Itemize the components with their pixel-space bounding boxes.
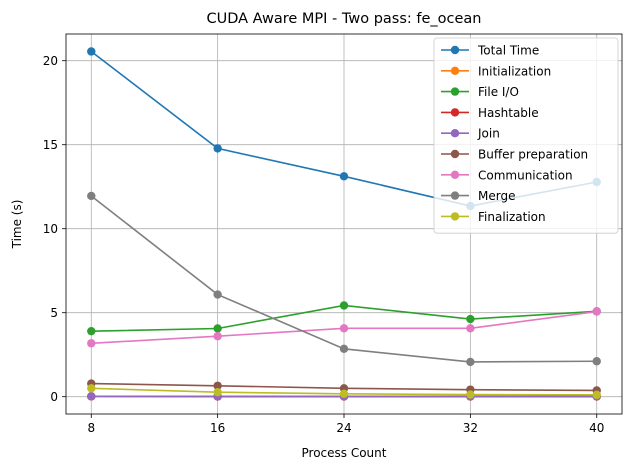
data-point: [592, 357, 601, 366]
data-point: [466, 357, 475, 367]
series-merge: [87, 191, 601, 367]
y-tick-label: 0: [50, 390, 58, 404]
data-point: [339, 344, 349, 354]
x-tick-label: 24: [336, 421, 351, 435]
data-point: [466, 390, 475, 399]
legend-swatch-marker: [450, 108, 460, 117]
legend-item: Initialization: [441, 64, 551, 78]
legend-swatch-marker: [450, 129, 460, 138]
data-point: [339, 172, 349, 181]
series-finalization: [87, 384, 601, 400]
data-point: [592, 390, 601, 400]
legend-item: Buffer preparation: [441, 148, 588, 162]
data-point: [213, 324, 222, 333]
legend-item: Finalization: [441, 210, 546, 224]
data-point: [213, 290, 222, 299]
legend-label: Finalization: [478, 210, 546, 224]
x-tick-label: 16: [210, 421, 225, 435]
data-point: [87, 47, 96, 56]
y-tick-label: 10: [43, 222, 58, 236]
data-point: [213, 387, 222, 397]
legend-swatch-marker: [450, 149, 460, 159]
legend-swatch-marker: [450, 212, 460, 221]
legend-label: Join: [477, 127, 500, 141]
chart-title: CUDA Aware MPI - Two pass: fe_ocean: [206, 11, 481, 27]
series-communication: [87, 307, 601, 348]
y-tick-label: 15: [43, 138, 58, 152]
legend-label: File I/O: [478, 85, 519, 99]
x-axis-label: Process Count: [302, 446, 387, 460]
legend-swatch-marker: [450, 191, 460, 200]
legend-swatch-marker: [450, 45, 460, 55]
legend-item: Total Time: [441, 44, 539, 58]
data-point: [213, 381, 222, 390]
legend-label: Total Time: [477, 44, 539, 58]
legend-label: Hashtable: [478, 106, 539, 120]
x-tick-label: 32: [463, 421, 478, 435]
legend-label: Initialization: [478, 64, 551, 78]
legend-item: File I/O: [441, 85, 519, 99]
legend-item: Join: [441, 127, 500, 141]
legend-swatch-marker: [450, 87, 460, 96]
y-tick-label: 20: [43, 54, 58, 68]
legend-item: Communication: [441, 168, 573, 182]
data-point: [339, 301, 349, 310]
legend-label: Communication: [478, 168, 573, 182]
data-point: [87, 384, 96, 393]
legend-item: Merge: [441, 189, 515, 203]
legend-box: [433, 37, 619, 234]
data-point: [339, 389, 349, 399]
data-point: [466, 324, 475, 333]
y-axis-label: Time (s): [10, 200, 24, 250]
legend-label: Buffer preparation: [478, 148, 588, 162]
data-point: [339, 324, 349, 333]
data-point: [87, 326, 96, 336]
data-point: [87, 392, 96, 401]
legend-label: Merge: [478, 189, 515, 203]
x-tick-label: 40: [589, 421, 604, 435]
legend-swatch-marker: [450, 66, 460, 76]
plot-area-frame: [65, 33, 623, 415]
axis-ticks: 8 16 24 32 40 0 5 10 15 20: [43, 54, 605, 435]
x-tick-label: 8: [87, 421, 95, 435]
data-point: [87, 339, 96, 348]
data-point: [592, 307, 601, 316]
data-point: [87, 191, 96, 201]
data-point: [213, 332, 222, 341]
data-point: [466, 314, 475, 324]
data-point: [213, 144, 222, 153]
y-tick-label: 5: [50, 306, 58, 320]
legend-item: Hashtable: [441, 106, 539, 120]
legend-swatch-marker: [450, 170, 460, 179]
legend: Total Time Initialization File I/O Hashtabl…: [433, 37, 619, 234]
